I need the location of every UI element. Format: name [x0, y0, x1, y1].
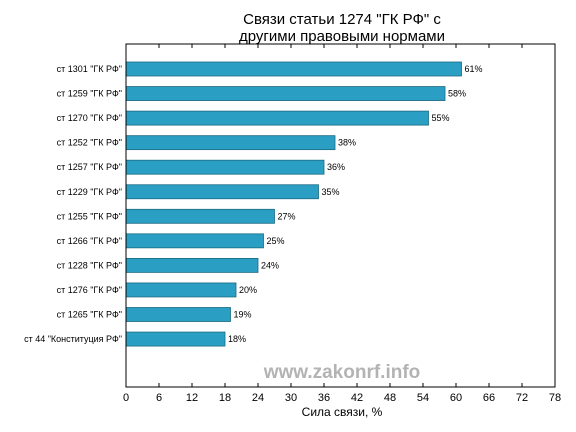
bar — [125, 331, 226, 347]
x-tick-label: 36 — [318, 392, 330, 404]
data-label: 38% — [338, 138, 356, 148]
category-label: ст 1265 "ГК РФ" — [57, 310, 122, 320]
category-label: ст 1259 "ГК РФ" — [57, 89, 122, 99]
data-label: 58% — [448, 89, 466, 99]
bar — [125, 184, 319, 200]
x-tick-label: 66 — [483, 392, 495, 404]
x-ticks-group: 0 6 12 18 24 30 36 42 48 54 60 66 72 78 — [123, 44, 561, 404]
data-label: 20% — [239, 285, 257, 295]
category-label: ст 1270 "ГК РФ" — [57, 113, 122, 123]
data-label: 24% — [261, 260, 279, 270]
watermark: www.zakonrf.info — [263, 362, 421, 383]
category-label: ст 1229 "ГК РФ" — [57, 187, 122, 197]
category-label: ст 1257 "ГК РФ" — [57, 162, 122, 172]
category-label: ст 1228 "ГК РФ" — [57, 260, 122, 270]
bar — [125, 135, 336, 151]
x-tick-label: 72 — [516, 392, 528, 404]
x-tick-label: 24 — [252, 392, 264, 404]
chart-title-line-2: другими правовыми нормами — [239, 28, 445, 45]
bar — [125, 159, 325, 175]
bar — [125, 233, 264, 249]
bar — [125, 86, 446, 101]
data-label: 35% — [322, 187, 340, 197]
x-tick-label: 18 — [219, 392, 231, 404]
category-label: ст 1252 "ГК РФ" — [57, 138, 122, 148]
data-label: 25% — [267, 236, 285, 246]
x-tick-label: 54 — [417, 392, 429, 404]
data-label: 19% — [234, 310, 252, 320]
category-label: ст 44 "Конституция РФ" — [24, 334, 122, 344]
bar — [125, 257, 259, 273]
x-tick-label: 12 — [186, 392, 198, 404]
x-tick-label: 60 — [450, 392, 462, 404]
data-label: 36% — [327, 162, 345, 172]
category-label: ст 1255 "ГК РФ" — [57, 211, 122, 221]
data-label: 18% — [228, 334, 246, 344]
x-tick-label: 30 — [285, 392, 297, 404]
data-label: 27% — [278, 211, 296, 221]
x-tick-label: 0 — [123, 392, 129, 404]
x-tick-label: 6 — [156, 392, 162, 404]
bar — [125, 307, 231, 322]
category-label: ст 1301 "ГК РФ" — [57, 64, 122, 74]
plot-frame — [125, 43, 556, 388]
category-label: ст 1266 "ГК РФ" — [57, 236, 122, 246]
data-label: 55% — [432, 113, 450, 123]
x-tick-label: 42 — [351, 392, 363, 404]
chart-title-line-1: Связи статьи 1274 "ГК РФ" с — [243, 11, 441, 28]
x-tick-label: 78 — [549, 392, 561, 404]
x-axis-label: Сила связи, % — [302, 405, 383, 419]
category-label: ст 1276 "ГК РФ" — [57, 285, 122, 295]
bar — [125, 110, 429, 126]
bar — [125, 61, 462, 77]
bar — [125, 282, 237, 298]
x-tick-label: 48 — [384, 392, 396, 404]
data-label: 61% — [465, 64, 483, 74]
bar — [125, 208, 275, 224]
bars-group: ст 1301 "ГК РФ" 61% ст 1259 "ГК РФ" 58% ст 1… — [24, 61, 483, 347]
